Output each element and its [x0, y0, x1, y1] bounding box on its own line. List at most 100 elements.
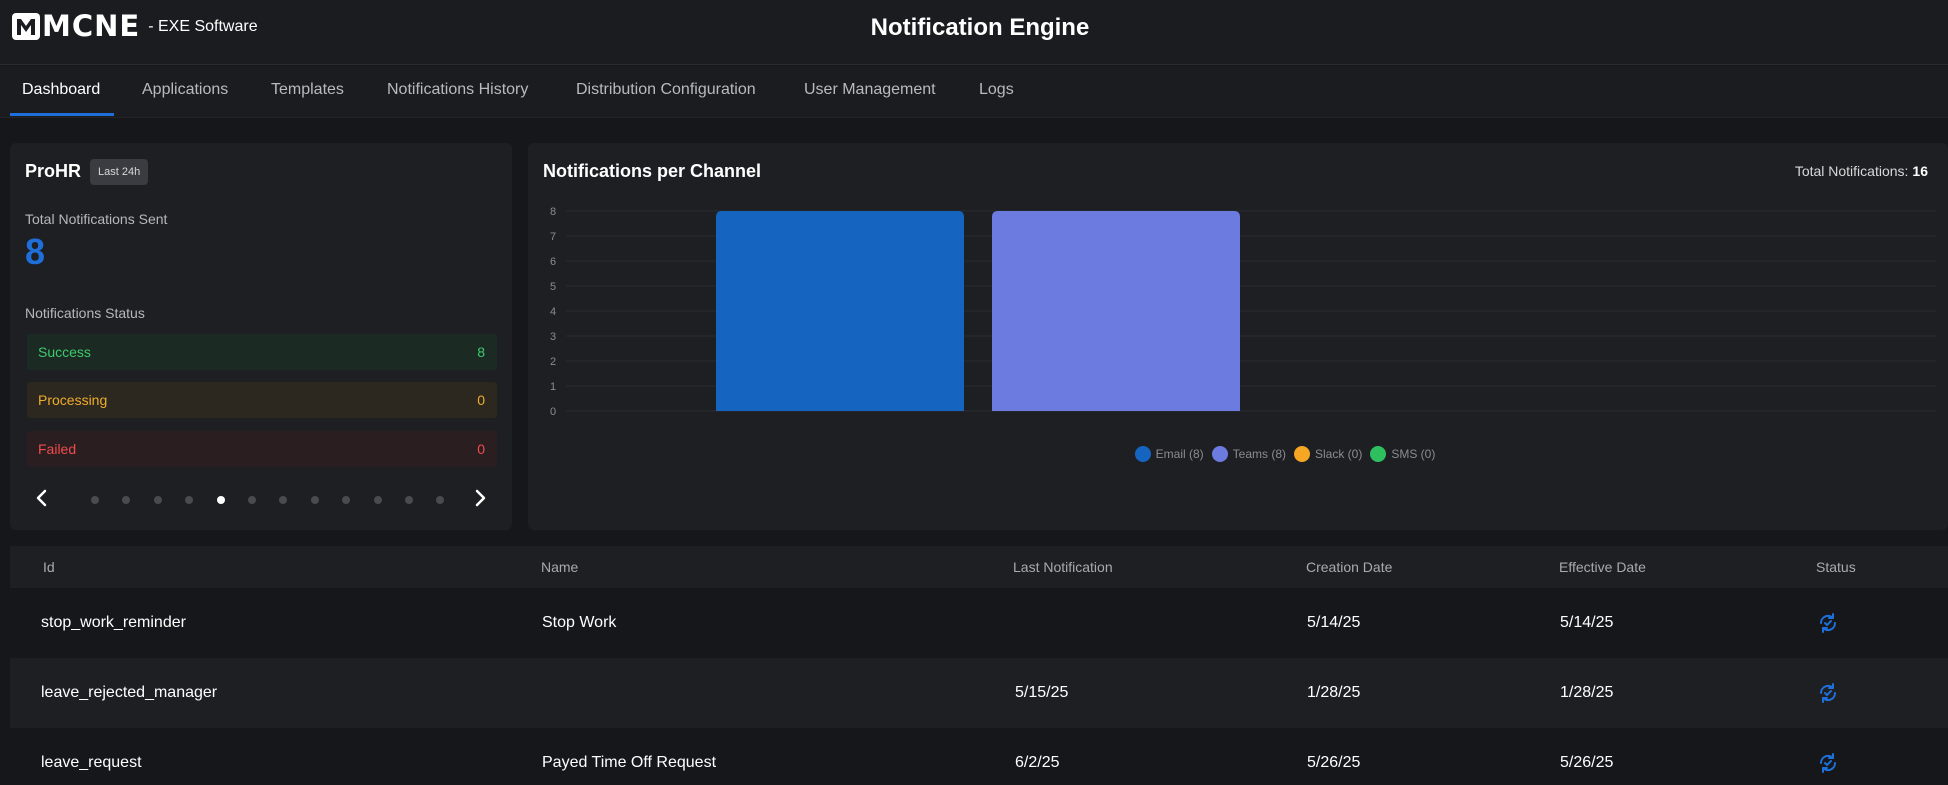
total-notifications-value: 8	[25, 231, 46, 272]
y-tick-label: 6	[550, 256, 556, 268]
y-tick-label: 5	[550, 281, 556, 293]
sync-icon[interactable]	[1816, 681, 1840, 705]
legend-swatch	[1370, 446, 1387, 462]
top-bar: MCNE - EXE Software Notification Engine	[0, 0, 1948, 65]
bar-email[interactable]	[716, 211, 964, 411]
chart-total-value: 16	[1912, 163, 1928, 179]
carousel-dot[interactable]	[310, 496, 319, 504]
status-label: Failed	[38, 441, 77, 457]
status-label: Success	[38, 344, 91, 360]
applications-table: Id Name Last Notification Creation Date …	[10, 546, 1948, 785]
legend-label: SMS (0)	[1391, 447, 1436, 461]
cell-creation-date: 1/28/25	[1307, 684, 1361, 701]
logo-subtitle: - EXE Software	[148, 18, 258, 35]
logo-text: MCNE	[42, 9, 141, 43]
cell-effective-date: 1/28/25	[1560, 684, 1614, 701]
carousel-dot[interactable]	[279, 496, 288, 504]
legend-label: Teams (8)	[1232, 447, 1286, 461]
cell-creation-date: 5/14/25	[1307, 614, 1361, 631]
cell-creation-date: 5/26/25	[1307, 754, 1361, 771]
total-notifications-label: Total Notifications Sent	[25, 211, 168, 227]
chart-legend: Email (8) Teams (8) Slack (0) SMS (0)	[528, 446, 1948, 462]
carousel-dot[interactable]	[91, 496, 99, 504]
carousel-dot[interactable]	[153, 496, 162, 504]
logo[interactable]: MCNE - EXE Software	[12, 9, 258, 43]
status-row-success: Success 8	[27, 334, 497, 370]
tab-templates[interactable]: Templates	[271, 81, 344, 98]
legend-swatch	[1134, 446, 1151, 462]
y-tick-label: 3	[550, 331, 556, 343]
status-value: 8	[477, 344, 485, 360]
tab-logs[interactable]: Logs	[979, 81, 1014, 98]
carousel-dot[interactable]	[216, 496, 225, 504]
column-header-status[interactable]: Status	[1816, 559, 1856, 575]
legend-item-slack[interactable]: Slack (0)	[1294, 446, 1362, 462]
carousel-dot[interactable]	[405, 496, 413, 504]
legend-swatch	[1211, 446, 1228, 462]
column-header-last-notification[interactable]: Last Notification	[1013, 559, 1113, 575]
bar-teams[interactable]	[992, 211, 1240, 411]
cell-id: leave_rejected_manager	[41, 684, 218, 701]
table-row[interactable]: stop_work_reminder Stop Work 5/14/25 5/1…	[10, 588, 1948, 658]
status-label: Processing	[38, 392, 108, 408]
tab-distribution-configuration[interactable]: Distribution Configuration	[576, 81, 756, 98]
app-summary-card: ProHR Last 24h Total Notifications Sent …	[10, 143, 512, 530]
cell-name: Payed Time Off Request	[542, 754, 717, 771]
carousel-dot[interactable]	[122, 496, 131, 504]
y-tick-label: 0	[550, 406, 556, 418]
carousel-dot[interactable]	[342, 496, 351, 504]
cell-id: leave_request	[41, 754, 142, 771]
carousel-dot[interactable]	[373, 496, 382, 504]
app-carousel	[22, 483, 500, 513]
column-header-id[interactable]: Id	[43, 559, 55, 575]
chevron-right-icon[interactable]	[468, 486, 492, 510]
channel-bar-chart: 0 1 2 3 4 5 6 7 8	[550, 206, 1936, 418]
y-tick-label: 7	[550, 231, 556, 243]
column-header-effective-date[interactable]: Effective Date	[1559, 559, 1646, 575]
legend-item-email[interactable]: Email (8)	[1134, 446, 1204, 462]
notifications-status-heading: Notifications Status	[25, 305, 145, 321]
period-badge: Last 24h	[90, 159, 149, 185]
table-row[interactable]: leave_request Payed Time Off Request 6/2…	[10, 728, 1948, 785]
chevron-left-icon[interactable]	[30, 486, 54, 510]
carousel-dot[interactable]	[436, 496, 445, 504]
sync-icon[interactable]	[1816, 751, 1840, 775]
sync-icon[interactable]	[1816, 611, 1840, 635]
legend-item-teams[interactable]: Teams (8)	[1211, 446, 1286, 462]
main-tabs: Dashboard Applications Templates Notific…	[0, 66, 1948, 118]
carousel-dot[interactable]	[248, 496, 256, 504]
cell-effective-date: 5/26/25	[1560, 754, 1614, 771]
app-name: ProHR	[25, 161, 82, 181]
table-header: Id Name Last Notification Creation Date …	[10, 546, 1948, 588]
status-value: 0	[477, 392, 485, 408]
table-row[interactable]: leave_rejected_manager 5/15/25 1/28/25 1…	[10, 658, 1948, 728]
cell-last-notification: 5/15/25	[1015, 684, 1069, 701]
active-tab-indicator	[10, 113, 114, 116]
carousel-dot[interactable]	[185, 496, 194, 504]
tab-notifications-history[interactable]: Notifications History	[387, 81, 529, 98]
tab-dashboard[interactable]: Dashboard	[22, 81, 101, 98]
cell-name: Stop Work	[542, 614, 617, 631]
logo-mark-icon	[12, 13, 40, 40]
status-value: 0	[477, 441, 485, 457]
y-tick-label: 8	[550, 206, 556, 218]
app-title: Notification Engine	[870, 14, 1090, 41]
y-tick-label: 1	[550, 381, 556, 393]
cell-last-notification: 6/2/25	[1015, 754, 1060, 771]
tab-applications[interactable]: Applications	[142, 81, 229, 98]
column-header-creation-date[interactable]: Creation Date	[1306, 559, 1393, 575]
tab-user-management[interactable]: User Management	[804, 81, 936, 98]
status-row-processing: Processing 0	[27, 382, 497, 418]
chart-total: Total Notifications: 16	[1795, 163, 1928, 179]
y-tick-label: 2	[550, 356, 556, 368]
chart-title: Notifications per Channel	[543, 161, 762, 181]
column-header-name[interactable]: Name	[541, 559, 579, 575]
cell-id: stop_work_reminder	[41, 614, 186, 631]
legend-swatch	[1294, 446, 1310, 462]
legend-item-sms[interactable]: SMS (0)	[1370, 446, 1435, 462]
y-tick-label: 4	[550, 306, 556, 318]
legend-label: Email (8)	[1155, 447, 1204, 461]
legend-label: Slack (0)	[1315, 447, 1363, 461]
status-row-failed: Failed 0	[27, 431, 497, 467]
channel-chart-card: Notifications per Channel Total Notifica…	[528, 143, 1948, 530]
